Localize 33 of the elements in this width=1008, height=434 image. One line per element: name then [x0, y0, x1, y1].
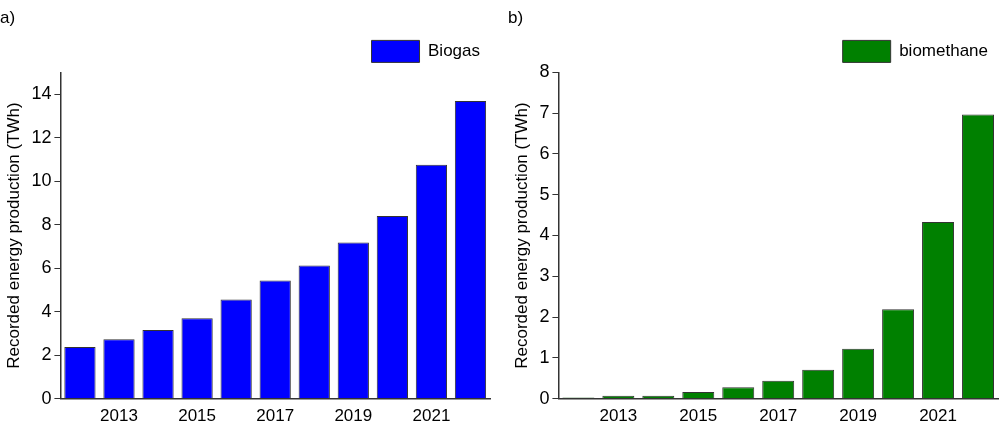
- x-tick-label: 2015: [679, 406, 718, 426]
- y-tick-label: 2: [41, 344, 52, 365]
- x-tick-label: 2013: [100, 406, 138, 426]
- y-tick-label: 10: [31, 170, 52, 191]
- chart-title: a): [0, 7, 16, 27]
- y-tick-label: 4: [41, 300, 52, 321]
- chart-title: b): [508, 7, 524, 27]
- y-tick-label: 0: [41, 387, 52, 408]
- x-tick-label: 2015: [178, 406, 217, 426]
- x-tick-label: 2021: [919, 406, 957, 426]
- y-tick-label: 3: [539, 265, 550, 286]
- x-tick-label: 2021: [412, 406, 451, 426]
- legend-label: biomethane: [899, 41, 988, 61]
- legend-label: Biogas: [428, 41, 480, 61]
- y-tick-label: 1: [539, 346, 550, 367]
- y-tick-label: 8: [41, 213, 52, 234]
- y-tick-label: 8: [539, 61, 550, 82]
- y-tick-label: 2: [539, 306, 550, 327]
- y-tick-label: 6: [41, 257, 52, 278]
- y-axis-title: Recorded energy production (TWh): [3, 102, 23, 369]
- x-tick-label: 2019: [839, 406, 878, 426]
- x-tick-label: 2013: [599, 406, 638, 426]
- y-axis-title: Recorded energy production (TWh): [511, 102, 531, 369]
- y-tick-label: 6: [539, 142, 550, 163]
- y-tick-label: 0: [539, 387, 550, 408]
- x-tick-label: 2019: [334, 406, 373, 426]
- y-tick-label: 5: [539, 183, 550, 204]
- x-tick-label: 2017: [759, 406, 798, 426]
- y-tick-label: 7: [539, 102, 550, 123]
- y-tick-label: 4: [539, 224, 550, 245]
- y-tick-label: 12: [31, 126, 52, 147]
- y-tick-label: 14: [31, 83, 52, 104]
- x-tick-label: 2017: [256, 406, 295, 426]
